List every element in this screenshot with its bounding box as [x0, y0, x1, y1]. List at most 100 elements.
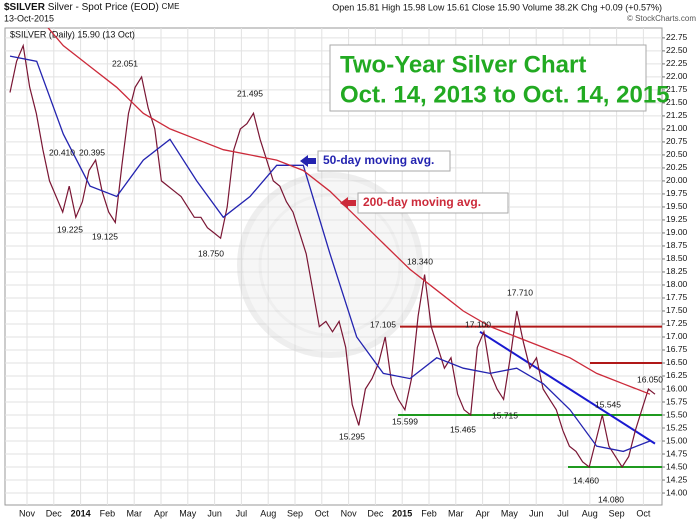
y-tick-label: 21.25 — [666, 110, 688, 120]
quote: Open 15.81 High 15.98 Low 15.61 Close 15… — [332, 2, 662, 12]
watermark — [237, 172, 423, 358]
source: © StockCharts.com — [627, 14, 696, 23]
x-tick-label: Feb — [421, 508, 437, 518]
y-tick-label: 18.25 — [666, 266, 688, 276]
x-tick-label: Oct — [636, 508, 651, 518]
x-tick-label: May — [179, 508, 197, 518]
y-tick-label: 15.00 — [666, 435, 688, 445]
y-tick-label: 17.75 — [666, 292, 688, 302]
y-tick-label: 22.75 — [666, 32, 688, 42]
x-tick-label: Apr — [476, 508, 490, 518]
date: 13-Oct-2015 — [4, 13, 54, 23]
price-label: 20.395 — [79, 147, 105, 157]
y-tick-label: 22.50 — [666, 45, 688, 55]
trend-line — [479, 330, 656, 445]
price-label: 15.715 — [492, 410, 518, 420]
price-label: 15.599 — [392, 416, 418, 426]
x-tick-label: Dec — [46, 508, 63, 518]
x-tick-label: Jul — [236, 508, 248, 518]
price-label: 17.710 — [507, 287, 533, 297]
x-tick-label: Mar — [448, 508, 464, 518]
price-label: 14.080 — [598, 494, 624, 504]
y-tick-label: 15.25 — [666, 422, 688, 432]
chart-title-line2: Oct. 14, 2013 to Oct. 14, 2015 — [340, 81, 670, 108]
legend-label: $SILVER (Daily) 15.90 (13 Oct) — [10, 29, 135, 39]
y-tick-label: 14.25 — [666, 474, 688, 484]
y-tick-label: 19.50 — [666, 201, 688, 211]
x-tick-label: Aug — [582, 508, 598, 518]
x-tick-label: Aug — [260, 508, 276, 518]
price-label: 22.051 — [112, 58, 138, 68]
price-label: 17.105 — [370, 319, 396, 329]
price-label: 19.125 — [92, 231, 118, 241]
y-tick-label: 20.00 — [666, 175, 688, 185]
y-tick-label: 17.00 — [666, 331, 688, 341]
y-tick-label: 16.25 — [666, 370, 688, 380]
price-label: 15.545 — [595, 399, 621, 409]
x-tick-label: Jun — [529, 508, 544, 518]
annotation-200: 200-day moving avg. — [340, 192, 509, 214]
moving-average-line — [47, 28, 651, 395]
y-tick-label: 16.50 — [666, 357, 688, 367]
x-tick-label: Sep — [609, 508, 625, 518]
y-tick-label: 18.75 — [666, 240, 688, 250]
y-tick-label: 16.75 — [666, 344, 688, 354]
x-tick-label: 2015 — [392, 508, 412, 518]
exchange: CME — [162, 2, 180, 11]
y-tick-label: 15.50 — [666, 409, 688, 419]
x-tick-label: Apr — [154, 508, 168, 518]
y-tick-label: 18.00 — [666, 279, 688, 289]
y-tick-label: 19.75 — [666, 188, 688, 198]
x-tick-label: Dec — [367, 508, 384, 518]
price-label: 21.495 — [237, 88, 263, 98]
x-tick-label: 2014 — [71, 508, 91, 518]
y-tick-label: 19.25 — [666, 214, 688, 224]
y-tick-label: 17.25 — [666, 318, 688, 328]
x-tick-label: Oct — [315, 508, 330, 518]
price-label: 19.225 — [57, 224, 83, 234]
y-tick-label: 19.00 — [666, 227, 688, 237]
price-label: 14.460 — [573, 475, 599, 485]
y-tick-label: 20.75 — [666, 136, 688, 146]
y-tick-label: 21.75 — [666, 84, 688, 94]
y-tick-label: 21.00 — [666, 123, 688, 133]
y-tick-label: 14.75 — [666, 448, 688, 458]
subtitle: Silver - Spot Price (EOD) — [48, 2, 159, 13]
annotation-50: 50-day moving avg. — [300, 150, 451, 172]
y-tick-label: 20.25 — [666, 162, 688, 172]
x-tick-label: Mar — [126, 508, 142, 518]
price-label: 18.340 — [407, 256, 433, 266]
plot-lines — [9, 28, 662, 469]
y-tick-label: 22.00 — [666, 71, 688, 81]
y-tick-label: 15.75 — [666, 396, 688, 406]
y-tick-label: 16.00 — [666, 383, 688, 393]
moving-average-line — [9, 55, 651, 453]
x-tick-label: Feb — [100, 508, 116, 518]
price-label: 16.050 — [637, 374, 663, 384]
price-label: 15.295 — [339, 431, 365, 441]
y-tick-label: 22.25 — [666, 58, 688, 68]
y-tick-label: 17.50 — [666, 305, 688, 315]
chart-title: Two-Year Silver Chart — [340, 51, 586, 78]
y-tick-label: 14.50 — [666, 461, 688, 471]
price-line — [9, 43, 656, 469]
y-tick-label: 21.50 — [666, 97, 688, 107]
price-label: 15.465 — [450, 424, 476, 434]
x-tick-label: Nov — [19, 508, 36, 518]
symbol: $SILVER — [4, 2, 46, 13]
title-box — [329, 44, 647, 112]
price-label: 18.750 — [198, 248, 224, 258]
annotation-text: 200-day moving avg. — [363, 195, 481, 209]
x-tick-label: Jul — [557, 508, 569, 518]
x-tick-label: May — [501, 508, 519, 518]
price-label: 20.410 — [49, 147, 75, 157]
y-tick-label: 20.50 — [666, 149, 688, 159]
price-label: 17.100 — [465, 319, 491, 329]
header-symbol: $SILVER Silver - Spot Price (EOD) CME — [4, 2, 179, 13]
y-tick-label: 18.50 — [666, 253, 688, 263]
x-tick-label: Sep — [287, 508, 303, 518]
annotation-text: 50-day moving avg. — [323, 153, 434, 167]
y-tick-label: 14.00 — [666, 487, 688, 497]
x-tick-label: Jun — [207, 508, 222, 518]
